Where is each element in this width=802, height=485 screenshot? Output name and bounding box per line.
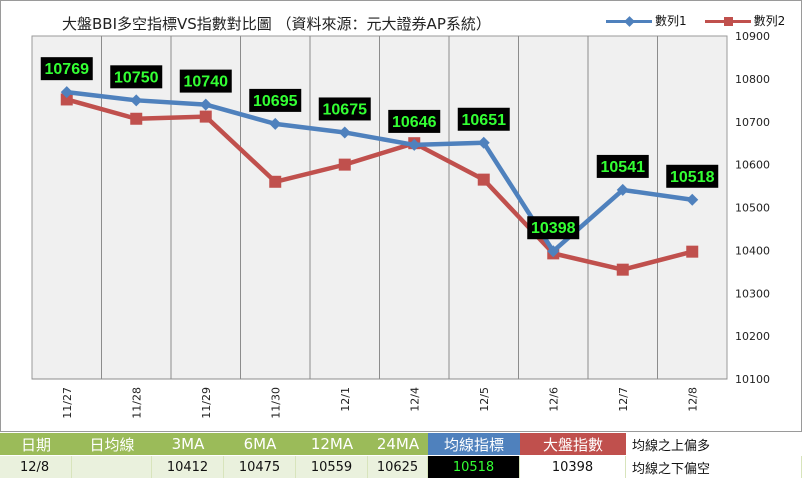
series-1-marker [130, 94, 143, 107]
header-cell-1: 日均線 [72, 433, 152, 455]
y-tick-label: 10900 [735, 30, 770, 43]
header-cell-2: 3MA [152, 433, 224, 455]
x-tick-label: 11/27 [61, 387, 74, 419]
data-label-box [388, 109, 441, 133]
legend-label-series-1: 數列1 [655, 14, 687, 28]
table-header-row: 日期 日均線 3MA 6MA 12MA 24MA 均線指標 大盤指數 均線之上偏多 [0, 433, 802, 455]
data-label: 10675 [323, 101, 368, 118]
x-tick-label: 12/5 [478, 387, 491, 412]
legend-label-series-2: 數列2 [753, 14, 786, 28]
y-tick-label: 10300 [735, 287, 770, 300]
x-tick-label: 12/4 [408, 387, 421, 412]
value-cell-7: 10398 [520, 456, 626, 478]
data-label-box [249, 88, 302, 112]
header-cell-5: 24MA [368, 433, 428, 455]
value-cell-5: 10625 [368, 456, 428, 478]
series-1-marker [199, 98, 212, 111]
y-tick-label: 10800 [735, 73, 770, 86]
value-cell-3: 10475 [224, 456, 296, 478]
data-label-box [40, 57, 93, 81]
series-2-line [66, 97, 693, 272]
legend-swatch-series-1 [606, 14, 652, 28]
header-cell-7: 大盤指數 [520, 433, 626, 455]
x-tick-label: 11/30 [269, 387, 282, 419]
y-tick-label: 10500 [735, 202, 770, 215]
x-tick-label: 11/29 [200, 387, 213, 419]
series-1-marker [60, 86, 73, 99]
series-1-line [66, 89, 693, 254]
series-1-marker [408, 138, 421, 151]
data-label-box [318, 97, 371, 121]
series-1-marker [477, 136, 490, 149]
data-label-box [457, 107, 510, 131]
header-cell-6: 均線指標 [428, 433, 520, 455]
value-cell-6: 10518 [428, 456, 520, 478]
y-tick-label: 10700 [735, 116, 770, 129]
value-cell-8: 均線之下偏空 [626, 456, 802, 478]
series-2-marker [338, 158, 351, 171]
series-1-marker [269, 117, 282, 130]
value-cell-4: 10559 [296, 456, 368, 478]
series-2-marker [269, 175, 282, 188]
table-value-row: 12/8 10412 10475 10559 10625 10518 10398 均線之下偏空 [0, 456, 802, 478]
header-cell-3: 6MA [224, 433, 296, 455]
x-tick-label: 12/1 [339, 387, 352, 412]
legend-swatch-series-2 [704, 14, 751, 28]
series-2-marker [60, 93, 73, 106]
data-label: 10646 [392, 114, 437, 131]
x-tick-label: 12/7 [617, 387, 630, 412]
header-cell-0: 日期 [0, 433, 72, 455]
series-2-marker [199, 110, 212, 123]
y-tick-label: 10600 [735, 159, 770, 172]
series-1-marker [338, 126, 351, 139]
data-label-box [596, 154, 649, 178]
data-label-box [527, 216, 580, 240]
x-tick-label: 12/8 [686, 387, 699, 412]
y-tick-label: 10400 [735, 244, 770, 257]
series-1-marker [686, 193, 699, 206]
value-cell-2: 10412 [152, 456, 224, 478]
data-label: 10695 [253, 93, 298, 110]
x-tick-label: 12/6 [547, 387, 560, 412]
data-label: 10740 [184, 74, 229, 91]
series-2-marker [477, 173, 490, 186]
chart-title: 大盤BBI多空指標VS指數對比圖 （資料來源：元大證券AP系統） [62, 15, 491, 33]
data-label: 10541 [601, 159, 646, 176]
data-label: 10769 [45, 61, 90, 78]
data-label-box [110, 65, 163, 89]
legend-item-series-2: 數列2 [704, 12, 786, 29]
value-cell-1 [72, 456, 152, 478]
data-label: 10750 [114, 69, 159, 86]
data-label-box [666, 164, 719, 188]
x-tick-label: 11/28 [130, 387, 143, 419]
series-1-marker [547, 245, 560, 258]
legend: 數列1 數列2 [606, 12, 785, 29]
y-tick-label: 10200 [735, 330, 770, 343]
summary-table: 日期 日均線 3MA 6MA 12MA 24MA 均線指標 大盤指數 均線之上偏多 12/8 10… [0, 432, 802, 485]
series-2-marker [616, 263, 629, 276]
y-tick-label: 10100 [735, 373, 770, 386]
data-label: 10518 [670, 169, 715, 186]
data-label: 10398 [531, 220, 576, 237]
legend-item-series-1: 數列1 [606, 12, 687, 29]
series-2-marker [686, 245, 699, 258]
header-cell-8: 均線之上偏多 [626, 433, 802, 455]
line-chart: 10100 10200 10300 10400 10500 10600 10700 10800… [31, 30, 770, 419]
value-cell-0: 12/8 [0, 456, 72, 478]
data-label: 10651 [462, 112, 507, 129]
series-2-marker [130, 112, 143, 125]
data-label-box [179, 69, 232, 93]
series-1-marker [616, 183, 629, 196]
header-cell-4: 12MA [296, 433, 368, 455]
